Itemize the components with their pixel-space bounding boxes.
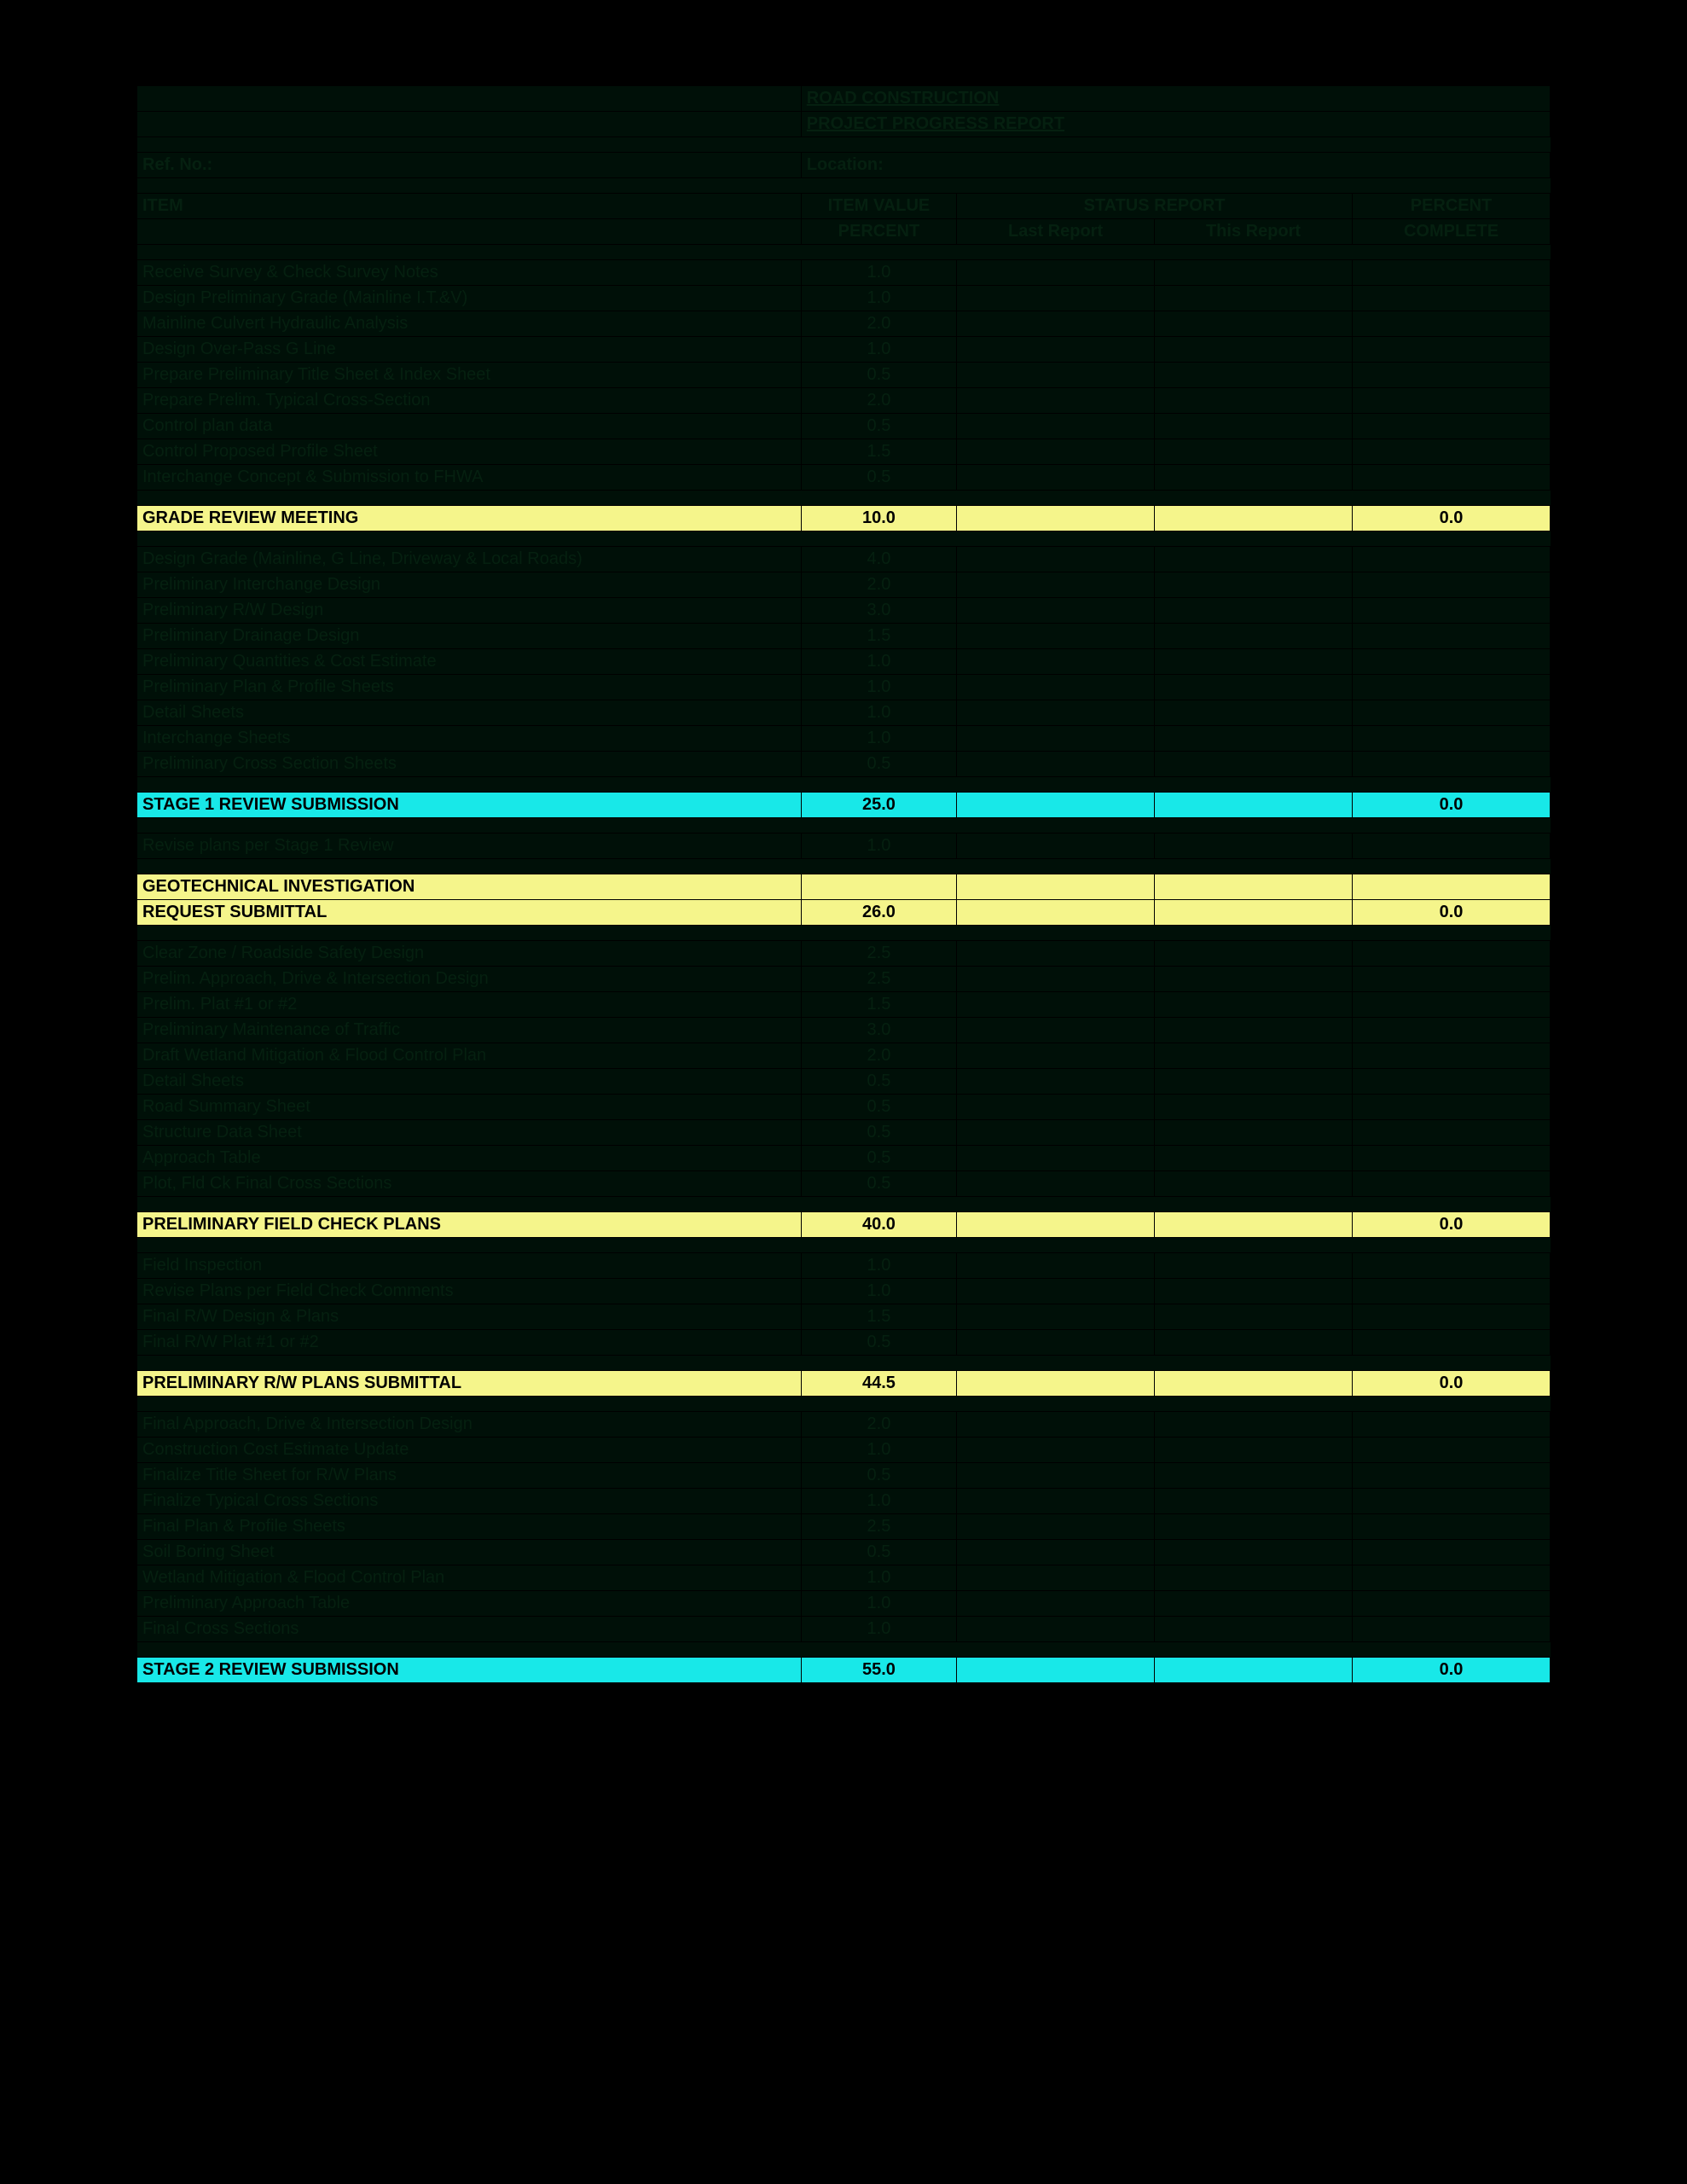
table-row: Final Cross Sections1.0 [137, 1617, 1551, 1642]
table-row: Road Summary Sheet0.5 [137, 1095, 1551, 1120]
summary-stage1: STAGE 1 REVIEW SUBMISSION25.00.0 [137, 793, 1551, 818]
progress-report-sheet: ROAD CONSTRUCTION PROJECT PROGRESS REPOR… [136, 85, 1551, 1683]
summary-rw-plans: PRELIMINARY R/W PLANS SUBMITTAL44.50.0 [137, 1371, 1551, 1397]
table-row: Final R/W Plat #1 or #20.5 [137, 1330, 1551, 1356]
table-row: Wetland Mitigation & Flood Control Plan1… [137, 1565, 1551, 1591]
table-row: Final Plan & Profile Sheets2.5 [137, 1514, 1551, 1540]
table-row: Mainline Culvert Hydraulic Analysis2.0 [137, 311, 1551, 337]
table-row: Draft Wetland Mitigation & Flood Control… [137, 1043, 1551, 1069]
summary-geotech-1: GEOTECHNICAL INVESTIGATION [137, 874, 1551, 900]
table-row: Prepare Preliminary Title Sheet & Index … [137, 363, 1551, 388]
table-row: Preliminary Maintenance of Traffic3.0 [137, 1018, 1551, 1043]
table-row: Clear Zone / Roadside Safety Design2.5 [137, 941, 1551, 967]
table-row: Plot, Fld Ck Final Cross Sections0.5 [137, 1171, 1551, 1197]
col-status: STATUS REPORT [957, 194, 1353, 219]
location-label: Location: [801, 153, 1550, 178]
table-row: Approach Table0.5 [137, 1146, 1551, 1171]
table-row: Preliminary Quantities & Cost Estimate1.… [137, 649, 1551, 675]
col-pct-1: PERCENT [1353, 194, 1551, 219]
table-row: Prelim. Plat #1 or #21.5 [137, 992, 1551, 1018]
refno-label: Ref. No.: [137, 153, 802, 178]
table-row: Revise plans per Stage 1 Review1.0 [137, 834, 1551, 859]
table-row: Construction Cost Estimate Update1.0 [137, 1438, 1551, 1463]
table-row: Design Preliminary Grade (Mainline I.T.&… [137, 286, 1551, 311]
doc-title-1: ROAD CONSTRUCTION [807, 89, 1000, 107]
table-row: Finalize Title Sheet for R/W Plans0.5 [137, 1463, 1551, 1489]
table-row: Control Proposed Profile Sheet1.5 [137, 439, 1551, 465]
table-row: Final R/W Design & Plans1.5 [137, 1304, 1551, 1330]
col-item: ITEM [137, 194, 802, 219]
report-table: ROAD CONSTRUCTION PROJECT PROGRESS REPOR… [136, 85, 1551, 1683]
table-row: Structure Data Sheet0.5 [137, 1120, 1551, 1146]
table-row: Preliminary Plan & Profile Sheets1.0 [137, 675, 1551, 700]
table-row: Final Approach, Drive & Intersection Des… [137, 1412, 1551, 1438]
col-pct-2: COMPLETE [1353, 219, 1551, 245]
summary-geotech-2: REQUEST SUBMITTAL26.00.0 [137, 900, 1551, 926]
table-row: Design Grade (Mainline, G Line, Driveway… [137, 547, 1551, 572]
table-row: Interchange Concept & Submission to FHWA… [137, 465, 1551, 491]
doc-title-2: PROJECT PROGRESS REPORT [807, 114, 1064, 133]
table-row: Detail Sheets1.0 [137, 700, 1551, 726]
table-row: Control plan data0.5 [137, 414, 1551, 439]
col-this: This Report [1155, 219, 1353, 245]
table-row: Soil Boring Sheet0.5 [137, 1540, 1551, 1565]
table-row: Finalize Typical Cross Sections1.0 [137, 1489, 1551, 1514]
table-row: Field Inspection1.0 [137, 1253, 1551, 1279]
summary-grade-review: GRADE REVIEW MEETING10.00.0 [137, 506, 1551, 531]
table-row: Receive Survey & Check Survey Notes1.0 [137, 260, 1551, 286]
table-row: Design Over-Pass G Line1.0 [137, 337, 1551, 363]
table-row: Revise Plans per Field Check Comments1.0 [137, 1279, 1551, 1304]
table-row: Preliminary Drainage Design1.5 [137, 624, 1551, 649]
summary-stage2: STAGE 2 REVIEW SUBMISSION55.00.0 [137, 1658, 1551, 1683]
col-value-1: ITEM VALUE [801, 194, 956, 219]
col-value-2: PERCENT [801, 219, 956, 245]
col-last: Last Report [957, 219, 1155, 245]
table-row: Prepare Prelim. Typical Cross-Section2.0 [137, 388, 1551, 414]
table-row: Interchange Sheets1.0 [137, 726, 1551, 752]
table-row: Preliminary Approach Table1.0 [137, 1591, 1551, 1617]
table-row: Preliminary Interchange Design2.0 [137, 572, 1551, 598]
table-row: Detail Sheets0.5 [137, 1069, 1551, 1095]
table-row: Preliminary Cross Section Sheets0.5 [137, 752, 1551, 777]
table-row: Prelim. Approach, Drive & Intersection D… [137, 967, 1551, 992]
summary-field-check: PRELIMINARY FIELD CHECK PLANS40.00.0 [137, 1212, 1551, 1238]
table-row: Preliminary R/W Design3.0 [137, 598, 1551, 624]
